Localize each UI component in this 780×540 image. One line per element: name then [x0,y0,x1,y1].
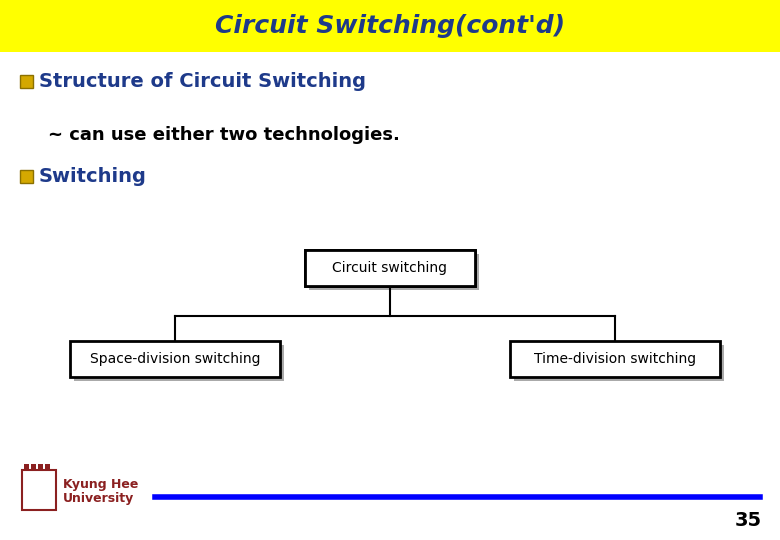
Text: Circuit switching: Circuit switching [332,261,448,275]
Text: Circuit Switching(cont'd): Circuit Switching(cont'd) [215,14,565,38]
Bar [514,345,724,381]
Bar [510,341,720,377]
Bar [74,345,284,381]
Text: 35: 35 [735,510,762,530]
Text: Space-division switching: Space-division switching [90,352,261,366]
Bar [38,464,43,470]
Bar [20,170,33,183]
Text: Structure of Circuit Switching: Structure of Circuit Switching [39,72,366,91]
Text: Time-division switching: Time-division switching [534,352,696,366]
Bar [305,250,475,286]
Text: Switching: Switching [39,167,147,186]
Bar [24,464,29,470]
Bar [31,464,36,470]
Bar [45,464,50,470]
Bar [0,0,780,52]
Bar [22,470,56,510]
Text: Kyung Hee: Kyung Hee [63,478,138,491]
Bar [70,341,280,377]
Bar [20,75,33,88]
Text: University: University [63,492,134,505]
Text: ~ can use either two technologies.: ~ can use either two technologies. [48,126,400,144]
Bar [309,254,479,290]
